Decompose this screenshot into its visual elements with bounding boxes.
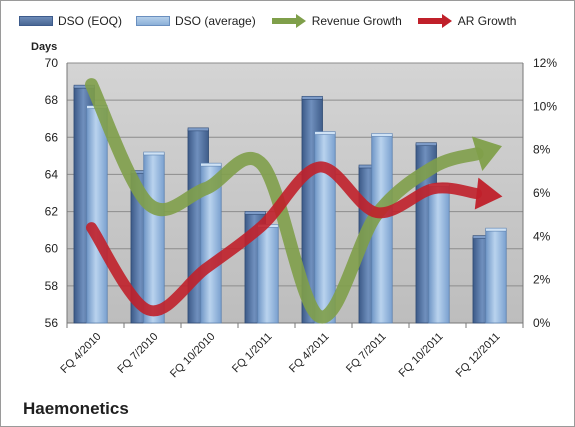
bar-dso-average xyxy=(428,185,450,324)
legend-swatch-dso-average xyxy=(136,16,171,26)
legend-label-dso-eoq: DSO (EOQ) xyxy=(58,14,123,28)
x-tick-label: FQ 10/2010 xyxy=(168,331,218,381)
bar-cap xyxy=(371,133,393,137)
bar-cap xyxy=(143,151,165,156)
bar-cap xyxy=(415,142,437,147)
bar-cap xyxy=(187,127,209,132)
x-tick-label: FQ 10/2011 xyxy=(397,331,446,380)
x-tick-label: FQ 1/2011 xyxy=(230,331,275,376)
bar-dso-average xyxy=(485,229,507,324)
ar-growth-line xyxy=(86,161,483,317)
y2-tick-label: 0% xyxy=(533,316,551,330)
bar-cap xyxy=(301,95,323,100)
legend-arrow-icon-revenue xyxy=(271,14,306,28)
y-tick-label: 60 xyxy=(45,242,59,256)
legend-item-ar-growth: AR Growth xyxy=(416,13,517,29)
y2-tick-label: 12% xyxy=(533,56,557,70)
y2-tick-label: 8% xyxy=(533,143,551,157)
x-tick-label: FQ 4/2011 xyxy=(287,331,332,376)
y2-tick-label: 6% xyxy=(533,186,551,200)
bar-cap xyxy=(200,162,222,167)
y-axis-title: Days xyxy=(31,41,58,53)
legend-item-revenue-growth: Revenue Growth xyxy=(270,13,402,29)
legend-arrow-icon-ar xyxy=(417,14,452,28)
bar-dso-average xyxy=(86,107,108,324)
legend: DSO (EOQ) DSO (average) Revenue Growth A… xyxy=(19,13,530,29)
legend-item-dso-average: DSO (average) xyxy=(136,14,256,28)
legend-swatch-dso-eoq xyxy=(19,16,53,26)
revenue-growth-arrowhead xyxy=(471,136,502,171)
y-tick-label: 68 xyxy=(45,93,59,107)
bar-cap xyxy=(244,211,266,215)
bar-dso-average xyxy=(143,153,165,324)
x-tick-label: FQ 7/2011 xyxy=(344,331,389,376)
y-tick-label: 62 xyxy=(45,205,59,219)
y-tick-label: 66 xyxy=(45,130,59,144)
y-tick-label: 70 xyxy=(45,56,59,70)
legend-item-dso-eoq: DSO (EOQ) xyxy=(19,14,122,28)
x-tick-label: FQ 12/2011 xyxy=(454,331,503,380)
x-tick-label: FQ 7/2010 xyxy=(115,331,160,376)
y-tick-label: 64 xyxy=(45,167,59,181)
company-label: Haemonetics xyxy=(23,399,129,418)
bar-cap xyxy=(314,131,336,135)
legend-label-dso-average: DSO (average) xyxy=(175,14,256,28)
y-tick-label: 58 xyxy=(45,279,59,293)
y2-tick-label: 2% xyxy=(533,273,551,287)
y2-tick-label: 10% xyxy=(533,99,557,113)
bar-dso-average xyxy=(257,226,279,324)
bar-cap xyxy=(485,227,507,232)
legend-label-revenue-growth: Revenue Growth xyxy=(311,14,402,28)
legend-label-ar-growth: AR Growth xyxy=(457,14,517,28)
y2-tick-label: 4% xyxy=(533,229,551,243)
revenue-growth-line xyxy=(85,78,484,324)
x-tick-label: FQ 4/2010 xyxy=(58,331,103,376)
ar-growth-arrowhead xyxy=(474,177,503,210)
y-tick-label: 56 xyxy=(45,316,59,330)
